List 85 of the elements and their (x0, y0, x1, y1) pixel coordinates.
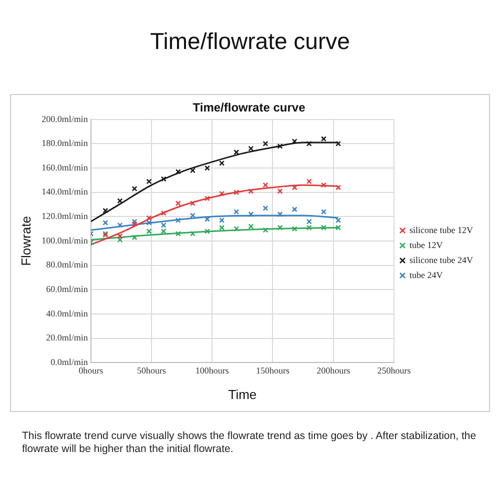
y-tick-label: 0.0ml/min (50, 356, 88, 367)
point (102, 208, 108, 214)
y-tick-label: 20.0ml/min (46, 332, 88, 343)
point (102, 220, 108, 226)
point (277, 188, 283, 194)
y-tick-label: 40.0ml/min (46, 308, 88, 318)
x-tick-label: 100hours (195, 365, 230, 376)
point (292, 206, 298, 212)
point (277, 211, 283, 218)
y-tick-label: 180.0ml/min (42, 138, 88, 148)
y-tick-label: 200.0ml/min (42, 114, 88, 124)
point (175, 218, 181, 224)
point (219, 190, 225, 196)
legend-label: tube 12V (410, 240, 444, 250)
x-tick-label: 250hours (377, 365, 412, 376)
point (234, 209, 240, 215)
point (306, 140, 312, 146)
point (320, 136, 326, 142)
point (292, 184, 298, 190)
point (117, 222, 123, 228)
point (132, 218, 138, 224)
point (292, 226, 298, 232)
point (320, 182, 326, 188)
chart-subtitle: Time/flowrate curve (192, 100, 306, 115)
x-tick-label: 150hours (256, 365, 290, 376)
legend-label: silicone tube 12V (410, 224, 474, 235)
legend-label: silicone tube 24V (410, 254, 474, 265)
point (190, 212, 196, 218)
point (219, 160, 225, 166)
point (175, 200, 181, 206)
point (306, 178, 312, 184)
point (146, 178, 152, 184)
point (248, 146, 254, 152)
point (175, 230, 181, 236)
point (262, 227, 268, 233)
point (262, 140, 268, 146)
point (132, 186, 138, 192)
point (160, 222, 166, 228)
x-tick-label: 50hours (136, 365, 166, 376)
point (234, 149, 240, 156)
point (132, 234, 138, 240)
y-tick-label: 60.0ml/min (46, 284, 88, 294)
y-tick-label: 100.0ml/min (42, 235, 88, 246)
y-tick-label: 160.0ml/min (42, 162, 88, 172)
point (146, 220, 152, 226)
point (190, 230, 196, 236)
chart-title: Time/flowrate curve (149, 28, 351, 55)
point (117, 198, 123, 204)
y-tick-label: 80.0ml/min (46, 260, 88, 270)
point (248, 188, 254, 194)
point (306, 218, 312, 224)
point (160, 210, 166, 216)
point (248, 224, 254, 230)
point (146, 228, 152, 234)
x-tick-label: 200hours (316, 365, 351, 376)
point (248, 211, 254, 218)
point (146, 215, 152, 221)
point (204, 196, 210, 202)
y-tick-label: 140.0ml/min (42, 186, 88, 197)
point (306, 224, 312, 230)
point (320, 209, 326, 215)
point (277, 224, 283, 230)
y-axis-title: Flowrate (18, 216, 34, 266)
point (320, 224, 326, 230)
x-tick-label: 0hours (78, 365, 104, 376)
text: This flowrate trend curve visually shows the flowrate trend as time goes by . After stabilization, the flowrate will be higher than the initial flowrate. (22, 430, 478, 456)
point (175, 168, 181, 174)
point (204, 165, 210, 171)
point (132, 221, 138, 227)
point (234, 226, 240, 232)
x-axis-title: Time (228, 386, 257, 402)
point (277, 143, 283, 149)
y-tick-label: 120.0ml/min (42, 211, 88, 222)
point (234, 190, 240, 196)
point (262, 205, 268, 211)
point (292, 138, 298, 144)
point (262, 182, 268, 188)
point (117, 233, 123, 239)
point (160, 176, 166, 182)
point (190, 200, 196, 206)
point (219, 224, 225, 230)
point (219, 218, 225, 224)
legend-label: tube 24V (410, 270, 444, 280)
point (204, 228, 210, 234)
point (190, 168, 196, 174)
